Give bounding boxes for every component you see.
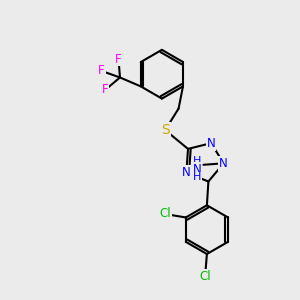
Text: N: N [207, 136, 215, 150]
Text: H: H [193, 156, 201, 166]
Text: N: N [193, 163, 201, 176]
Text: F: F [98, 64, 105, 77]
Text: N: N [182, 166, 191, 179]
Text: F: F [102, 83, 108, 97]
Text: Cl: Cl [159, 207, 171, 220]
Text: Cl: Cl [200, 269, 211, 283]
Text: N: N [219, 157, 228, 170]
Text: F: F [115, 52, 122, 66]
Text: S: S [161, 123, 170, 137]
Text: H: H [193, 172, 201, 182]
